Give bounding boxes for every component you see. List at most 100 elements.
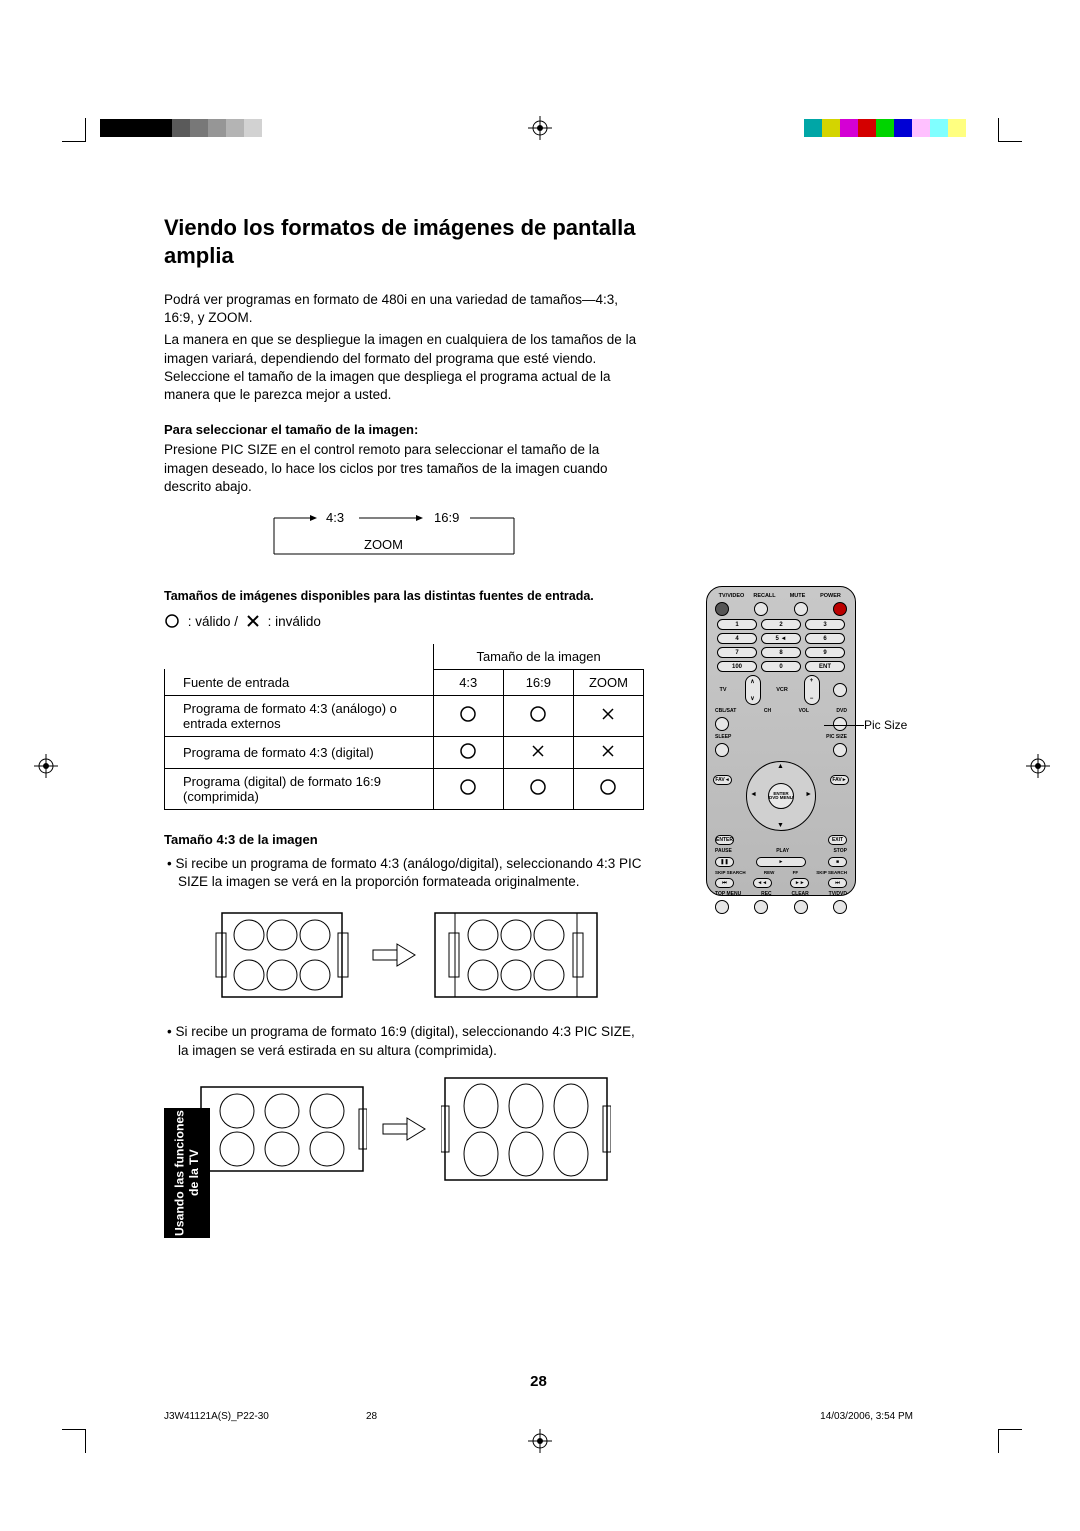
swatch xyxy=(822,119,840,137)
swatch xyxy=(894,119,912,137)
crop-mark xyxy=(998,1429,1022,1453)
sleep-button[interactable] xyxy=(715,743,729,757)
numpad-button[interactable]: 3 xyxy=(805,619,845,630)
aspect-diagram-row xyxy=(164,1074,644,1184)
source-cell: Programa de formato 4:3 (análogo) o entr… xyxy=(165,695,434,736)
swatch xyxy=(244,119,262,137)
numpad-button[interactable]: 6 xyxy=(805,633,845,644)
swatch xyxy=(154,119,172,137)
numpad-button[interactable]: 7 xyxy=(717,647,757,658)
rec-button[interactable] xyxy=(754,900,768,914)
table-row: Programa de formato 4:3 (digital) xyxy=(165,736,644,768)
recall-button[interactable] xyxy=(754,602,768,616)
dpad[interactable]: ENTER DVD MENU ▲ ▼ ◄ ► xyxy=(746,761,816,831)
numpad-button[interactable]: 2 xyxy=(761,619,801,630)
swatch xyxy=(840,119,858,137)
dpad-center-label[interactable]: ENTER DVD MENU xyxy=(768,783,794,809)
rocker-button[interactable]: ∧∨ xyxy=(745,675,761,705)
swatch xyxy=(912,119,930,137)
remote-btn-label: CH xyxy=(764,708,771,714)
valid-icon xyxy=(573,768,643,809)
swatch xyxy=(966,119,984,137)
table-row: Programa de formato 4:3 (análogo) o entr… xyxy=(165,695,644,736)
valid-icon xyxy=(164,613,180,632)
bullet-text: Si recibe un programa de formato 16:9 (d… xyxy=(175,1024,634,1057)
numpad-button[interactable]: ENT xyxy=(805,661,845,672)
fav-left-button[interactable]: FAV◄ xyxy=(713,775,732,785)
legend-valid-text: : válido / xyxy=(188,614,238,629)
arrow-right-icon xyxy=(381,1117,427,1141)
remote-btn-label: REW xyxy=(764,870,775,875)
main-column: Podrá ver programas en formato de 480i e… xyxy=(164,291,644,1184)
swatch xyxy=(948,119,966,137)
remote-btn-label: FF xyxy=(793,870,799,875)
crop-mark xyxy=(998,118,1022,142)
valid-icon xyxy=(433,736,503,768)
invalid-icon xyxy=(573,695,643,736)
swatch xyxy=(190,119,208,137)
tv-dvd-button[interactable] xyxy=(833,900,847,914)
dvd-button[interactable] xyxy=(833,717,847,731)
footer-timestamp: 14/03/2006, 3:54 PM xyxy=(820,1411,913,1422)
mute-button[interactable] xyxy=(794,602,808,616)
source-4-3-diagram xyxy=(207,905,357,1005)
intro-paragraph-2: La manera en que se despliegue la imagen… xyxy=(164,331,644,404)
numpad-button[interactable]: 4 xyxy=(717,633,757,644)
power-button[interactable] xyxy=(833,602,847,616)
remote-btn-label: RECALL xyxy=(748,593,781,599)
registration-mark-icon xyxy=(1026,754,1050,778)
numpad-button[interactable]: 8 xyxy=(761,647,801,658)
table-col-header: ZOOM xyxy=(573,669,643,695)
numpad-button[interactable]: 1 xyxy=(717,619,757,630)
pic-size-callout: Pic Size xyxy=(864,718,907,732)
cbl-sat-button[interactable] xyxy=(715,717,729,731)
swatch xyxy=(118,119,136,137)
swatch xyxy=(876,119,894,137)
registration-mark-icon xyxy=(528,116,552,140)
pic-size-button[interactable] xyxy=(833,743,847,757)
stop-button[interactable]: ■ xyxy=(828,857,847,867)
table-col-header: 16:9 xyxy=(503,669,573,695)
device-button[interactable] xyxy=(833,683,847,697)
page-content: Viendo los formatos de imágenes de panta… xyxy=(86,150,991,1430)
numpad-button[interactable]: 0 xyxy=(761,661,801,672)
numpad-button[interactable]: 9 xyxy=(805,647,845,658)
fav-right-button[interactable]: FAV► xyxy=(830,775,849,785)
section-heading: Para seleccionar el tamaño de la imagen: xyxy=(164,422,644,437)
clear-button[interactable] xyxy=(794,900,808,914)
swatch xyxy=(136,119,154,137)
invalid-icon xyxy=(573,736,643,768)
bullet-item: • Si recibe un programa de formato 4:3 (… xyxy=(164,855,644,891)
top-menu-button[interactable] xyxy=(715,900,729,914)
compatibility-table: Tamaño de la imagen Fuente de entrada 4:… xyxy=(164,644,644,810)
valid-icon xyxy=(503,695,573,736)
rew-button[interactable]: ◄◄ xyxy=(753,878,772,888)
tv-video-button[interactable] xyxy=(715,602,729,616)
exit-button[interactable]: EXIT xyxy=(828,835,847,845)
callout-line xyxy=(824,725,864,726)
footer-page: 28 xyxy=(366,1411,377,1422)
source-cell: Programa de formato 4:3 (digital) xyxy=(165,736,434,768)
intro-paragraph-1: Podrá ver programas en formato de 480i e… xyxy=(164,291,644,327)
bullet-text: Si recibe un programa de formato 4:3 (an… xyxy=(175,856,641,889)
pause-button[interactable]: ❚❚ xyxy=(715,857,734,867)
enter-button[interactable]: ENTER xyxy=(715,835,734,845)
numpad-button[interactable]: 5 ◄ xyxy=(761,633,801,644)
swatch xyxy=(208,119,226,137)
table-col-header: 4:3 xyxy=(433,669,503,695)
skip-fwd-button[interactable]: ⏭ xyxy=(828,878,847,888)
skip-back-button[interactable]: ⏮ xyxy=(715,878,734,888)
valid-icon xyxy=(433,768,503,809)
svg-text:ZOOM: ZOOM xyxy=(364,537,403,552)
numpad-button[interactable]: 100 xyxy=(717,661,757,672)
result-stretched-diagram xyxy=(441,1074,611,1184)
rocker-button[interactable]: +− xyxy=(804,675,820,705)
ff-button[interactable]: ►► xyxy=(790,878,809,888)
chapter-tab: Usando las funciones de la TV xyxy=(164,1108,210,1238)
remote-btn-label: PLAY xyxy=(776,848,789,854)
invalid-icon xyxy=(246,614,260,631)
color-calibration-strip xyxy=(804,119,984,137)
invalid-icon xyxy=(503,736,573,768)
play-button[interactable]: ► xyxy=(756,857,806,867)
swatch xyxy=(100,119,118,137)
